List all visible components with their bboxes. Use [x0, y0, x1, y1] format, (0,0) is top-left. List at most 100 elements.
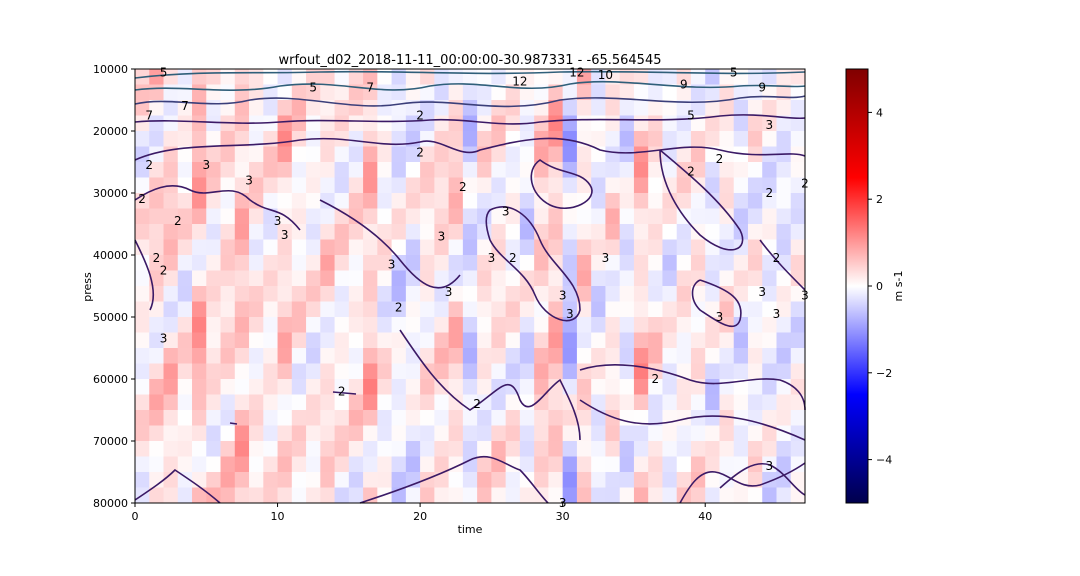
heatmap-cell [334, 487, 350, 504]
heatmap-cell [591, 317, 606, 333]
heatmap-cell [605, 224, 621, 240]
heatmap-cell [562, 69, 578, 85]
heatmap-cell [548, 177, 564, 194]
heatmap-cell [591, 100, 606, 116]
heatmap-cell [291, 425, 307, 442]
heatmap-cell [705, 286, 720, 302]
heatmap-cell [363, 348, 378, 364]
heatmap-cell [534, 394, 549, 411]
contour-line [332, 391, 357, 395]
heatmap-cell [676, 239, 692, 256]
heatmap-cell [633, 379, 649, 395]
heatmap-cell [391, 441, 407, 457]
heatmap-cell [462, 317, 478, 333]
heatmap-cell [605, 208, 621, 225]
heatmap-cell [762, 270, 777, 287]
heatmap-cell [177, 472, 193, 488]
heatmap-cell [149, 115, 164, 132]
heatmap-cell [306, 487, 321, 504]
heatmap-cell [192, 84, 207, 101]
heatmap-cell [648, 410, 663, 426]
heatmap-cell [519, 363, 535, 380]
heatmap-cell [192, 394, 207, 411]
heatmap-cell [434, 379, 450, 395]
heatmap-cell [534, 208, 549, 225]
heatmap-cell [234, 193, 250, 209]
heatmap-cell [462, 332, 478, 349]
heatmap-cell [719, 131, 735, 147]
heatmap-cell [648, 193, 663, 209]
contour-label: 3 [758, 285, 766, 299]
heatmap-cell [591, 301, 606, 318]
heatmap-cell [263, 177, 278, 194]
heatmap-cell [320, 332, 335, 349]
heatmap-cell [790, 177, 806, 194]
heatmap-cell [249, 255, 264, 271]
heatmap-cell [291, 472, 307, 488]
heatmap-cell [163, 270, 179, 287]
heatmap-cell [277, 239, 293, 256]
heatmap-cell [377, 441, 392, 457]
heatmap-cell [135, 162, 150, 178]
heatmap-cell [619, 410, 635, 426]
heatmap-cell [477, 410, 492, 426]
contour-line [485, 206, 581, 322]
heatmap-cell [405, 456, 421, 473]
heatmap-cell [163, 84, 179, 101]
heatmap-cell [434, 255, 450, 271]
heatmap-cell [405, 410, 421, 426]
heatmap-cell [534, 239, 549, 256]
heatmap-cell [334, 162, 350, 178]
heatmap-cell [306, 286, 321, 302]
heatmap-cell [477, 456, 492, 473]
heatmap-cell [448, 394, 464, 411]
heatmap-cell [719, 487, 735, 504]
heatmap-cell [377, 162, 392, 178]
heatmap-cell [747, 379, 763, 395]
heatmap-cell [548, 425, 564, 442]
heatmap-cell [619, 487, 635, 504]
heatmap-cell [690, 441, 706, 457]
heatmap-cell [434, 224, 450, 240]
heatmap-cell [348, 162, 364, 178]
heatmap-cell [149, 332, 164, 349]
heatmap-cell [263, 239, 278, 256]
heatmap-cell [320, 363, 335, 380]
heatmap-cell [363, 487, 378, 504]
heatmap-cell [306, 363, 321, 380]
heatmap-cell [234, 270, 250, 287]
heatmap-cell [334, 208, 350, 225]
heatmap-cell [562, 208, 578, 225]
heatmap-cell [719, 379, 735, 395]
heatmap-cell [377, 379, 392, 395]
heatmap-cell [519, 425, 535, 442]
heatmap-cell [733, 394, 749, 411]
heatmap-cell [391, 301, 407, 318]
heatmap-cell [705, 69, 720, 85]
heatmap-cell [733, 410, 749, 426]
heatmap-cell [149, 224, 164, 240]
heatmap-cell [662, 487, 678, 504]
heatmap-cell [591, 84, 606, 101]
heatmap-cell [220, 239, 236, 256]
heatmap-cell [505, 425, 521, 442]
heatmap-cell [605, 193, 621, 209]
heatmap-cell [576, 487, 592, 504]
heatmap-cell [348, 441, 364, 457]
heatmap-cell [420, 394, 435, 411]
heatmap-cell [591, 441, 606, 457]
heatmap-cell [705, 487, 720, 504]
heatmap-cell [135, 410, 150, 426]
heatmap-cell [177, 317, 193, 333]
heatmap-cell [676, 131, 692, 147]
heatmap-cell [249, 317, 264, 333]
heatmap-cell [733, 379, 749, 395]
heatmap-cell [733, 193, 749, 209]
heatmap-cell [177, 69, 193, 85]
heatmap-cell [206, 487, 221, 504]
heatmap-cell [405, 441, 421, 457]
heatmap-cell [334, 301, 350, 318]
heatmap-cell [306, 441, 321, 457]
heatmap-cell [776, 410, 792, 426]
contour-label: 2 [416, 109, 424, 123]
